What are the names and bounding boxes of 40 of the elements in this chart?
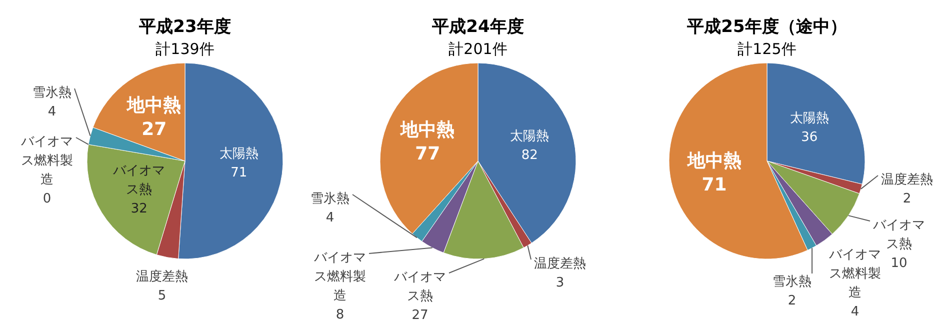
data-label: 4 [850,304,860,319]
chart-subtitle: 計125件 [738,40,796,58]
data-label: 77 [415,143,440,164]
data-label: 2 [902,191,912,206]
chart-subtitle: 計201件 [448,40,508,58]
data-label: 3 [556,275,564,290]
data-label: 71 [702,174,727,195]
chart-subtitle: 計139件 [156,40,214,58]
slice-label: バイオマス熱 [112,162,166,197]
slice-label: 雪氷熱 [32,85,72,100]
slice-label: 温度差熱 [534,255,586,271]
chart-title: 平成25年度（途中） [686,17,847,37]
chart-title: 平成23年度 [138,17,231,37]
slice-label: 温度差熱 [881,171,933,187]
slice-label: バイオマス熱 [393,270,446,304]
slice-label: 雪氷熱 [772,274,812,289]
slice-label: 地中熱 [400,119,455,140]
data-label: 8 [336,307,344,322]
data-label: 36 [801,130,818,145]
data-label: 82 [521,148,538,163]
chart-title: 平成24年度 [431,17,524,37]
data-label: 10 [890,256,908,270]
data-label: 4 [48,104,56,119]
slice-label: 太陽熱 [510,128,550,144]
text: 0 [42,191,52,206]
data-label: 4 [326,210,334,225]
slice-label: 雪氷熱 [310,191,350,206]
slice-label: 温度差熱 [136,268,188,284]
slice-label: 太陽熱 [219,146,258,161]
slice-label: バイオマス燃料製造 [313,250,366,303]
data-label: 27 [142,118,167,140]
data-label: 32 [130,200,148,216]
data-label: 2 [788,293,796,308]
legend-label: バイオマス燃料製造 [20,134,73,187]
slice-label: 太陽熱 [790,110,829,126]
data-label: 27 [412,308,428,322]
data-label: 71 [230,164,248,180]
slice-label: 地中熱 [126,94,182,116]
data-label: 5 [158,288,166,303]
slice-label: 地中熱 [686,150,742,171]
